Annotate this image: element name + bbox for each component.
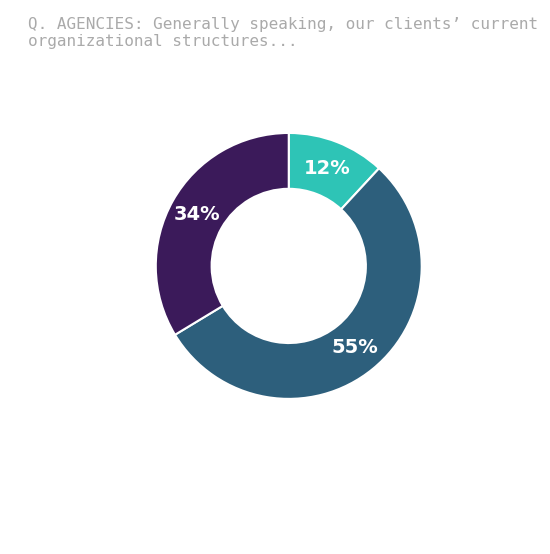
Text: 12%: 12%: [304, 158, 350, 178]
Wedge shape: [289, 133, 379, 209]
Wedge shape: [156, 133, 289, 335]
Wedge shape: [175, 168, 422, 399]
Text: 55%: 55%: [332, 338, 378, 357]
Text: 34%: 34%: [174, 205, 221, 224]
Text: Q. AGENCIES: Generally speaking, our clients’ current
organizational structures.: Q. AGENCIES: Generally speaking, our cli…: [28, 17, 538, 49]
